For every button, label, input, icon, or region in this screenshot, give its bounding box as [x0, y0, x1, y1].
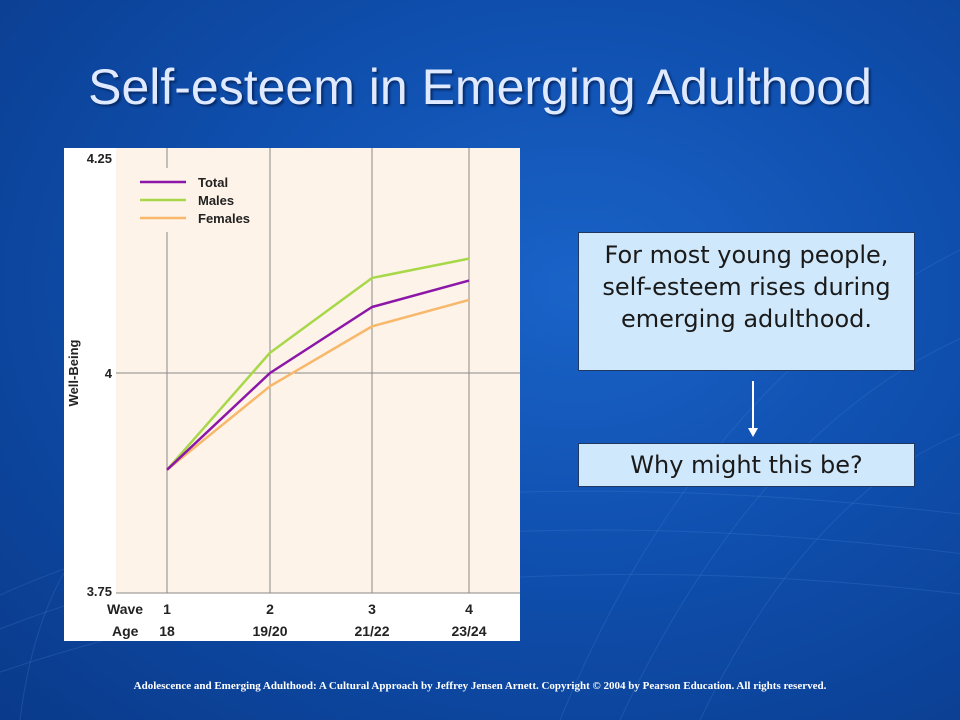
- y-tick-label: 4: [105, 366, 113, 381]
- legend-label-females: Females: [198, 211, 250, 226]
- y-tick-label: 4.25: [87, 151, 112, 166]
- x-tick-wave-label: 3: [368, 601, 376, 617]
- arrow-down-icon: [748, 428, 758, 437]
- series-line-males: [166, 257, 470, 471]
- x-tick-age-label: 19/20: [252, 623, 287, 639]
- self-esteem-line-chart: 4.25 4 3.75 Well-Being Wave Age 1 18 2 19/20 3 21/2…: [66, 148, 520, 639]
- slide-title: Self-esteem in Emerging Adulthood: [88, 59, 872, 115]
- legend-label-males: Males: [198, 193, 234, 208]
- x-tick-wave-label: 4: [465, 601, 473, 617]
- x-tick-wave-label: 1: [163, 601, 171, 617]
- legend-label-total: Total: [198, 175, 228, 190]
- x-tick-age-label: 23/24: [451, 623, 486, 639]
- chart-panel: 4.25 4 3.75 Well-Being Wave Age 1 18 2 19/20 3 21/2…: [64, 148, 520, 641]
- age-row-label: Age: [112, 623, 139, 639]
- x-tick-age-label: 21/22: [354, 623, 389, 639]
- copyright-footer: Adolescence and Emerging Adulthood: A Cu…: [133, 680, 827, 692]
- arrow-down-line: [752, 381, 754, 431]
- series-line-females: [166, 298, 470, 471]
- series-line-total: [166, 279, 470, 471]
- x-tick-age-label: 18: [159, 623, 175, 639]
- y-axis-label: Well-Being: [66, 339, 81, 406]
- x-tick-wave-label: 2: [266, 601, 274, 617]
- wave-row-label: Wave: [107, 601, 143, 617]
- question-callout: Why might this be?: [578, 443, 915, 487]
- y-tick-label: 3.75: [87, 584, 112, 599]
- insight-callout: For most young people, self-esteem rises…: [578, 232, 915, 371]
